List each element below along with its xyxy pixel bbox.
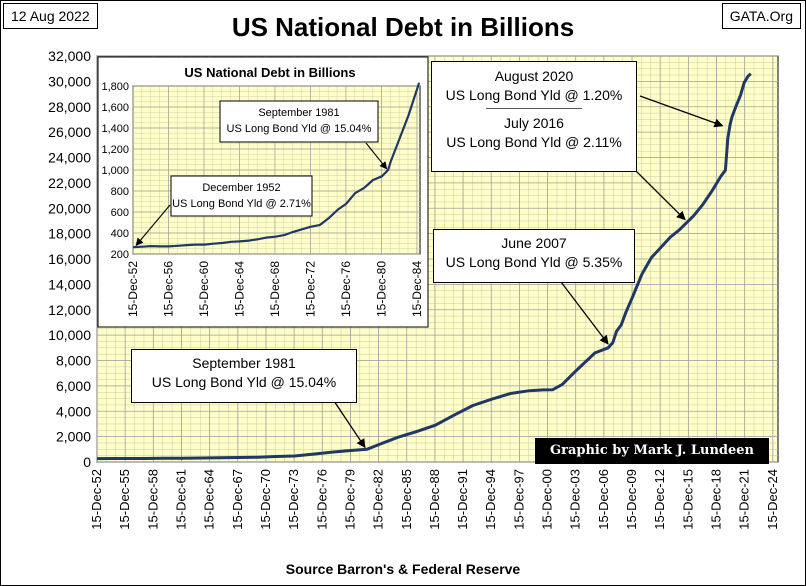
annotation-jun2007-line2: US Long Bond Yld @ 5.35% xyxy=(445,254,623,270)
main-x-tick-label: 15-Dec-52 xyxy=(89,469,104,530)
main-y-tick-label: 10,000 xyxy=(48,327,91,343)
arrow-aug2020 xyxy=(639,95,724,128)
inset-annotation-sep1981-line2: US Long Bond Yld @ 15.04% xyxy=(227,123,372,135)
annotation-jun2007-line1: June 2007 xyxy=(501,235,567,251)
annotation-divider xyxy=(486,108,582,109)
main-y-tick-label: 2,000 xyxy=(56,429,91,445)
inset-x-tick-label: 15-Dec-60 xyxy=(197,261,211,317)
inset-annotation-dec1952-box xyxy=(170,175,313,217)
main-y-tick-label: 16,000 xyxy=(48,251,91,267)
annotation-jul2016-line2: US Long Bond Yld @ 2.11% xyxy=(446,134,622,150)
main-y-tick-label: 30,000 xyxy=(48,73,91,89)
inset-x-tick-label: 15-Dec-72 xyxy=(303,261,317,317)
annotation-sep1981-line2: US Long Bond Yld @ 15.04% xyxy=(151,374,337,390)
arrow-sep1981 xyxy=(331,397,366,449)
inset-title: US National Debt in Billions xyxy=(184,65,355,80)
inset-x-tick-label: 15-Dec-80 xyxy=(374,261,388,317)
source-site-label: GATA.Org xyxy=(721,3,801,29)
main-x-tick-label: 15-Dec-15 xyxy=(680,469,695,530)
inset-y-tick-label: 200 xyxy=(111,249,129,261)
inset-y-tick-label: 1,800 xyxy=(101,81,129,93)
main-x-tick-label: 15-Dec-12 xyxy=(652,469,667,530)
main-y-tick-label: 6,000 xyxy=(56,378,91,394)
inset-annotation-dec1952-line1: December 1952 xyxy=(202,182,280,194)
x-axis-label: Source Barron's & Federal Reserve xyxy=(285,561,521,577)
main-x-tick-label: 15-Dec-55 xyxy=(117,469,132,530)
inset-y-tick-label: 1,000 xyxy=(101,165,129,177)
main-x-tick-label: 15-Dec-03 xyxy=(568,469,583,530)
main-x-tick-label: 15-Dec-18 xyxy=(709,469,724,530)
annotation-sep1981: September 1981 US Long Bond Yld @ 15.04% xyxy=(131,349,357,403)
main-y-tick-label: 32,000 xyxy=(48,48,91,64)
main-y-tick-label: 8,000 xyxy=(56,353,91,369)
inset-y-tick-label: 1,400 xyxy=(101,123,129,135)
inset-x-tick-label: 15-Dec-52 xyxy=(126,261,140,317)
arrow-jul2016 xyxy=(635,170,686,221)
inset-y-tick-label: 400 xyxy=(111,228,129,240)
inset-debt-series-line xyxy=(132,82,421,249)
annotation-aug2020-jul2016: August 2020 US Long Bond Yld @ 1.20% Jul… xyxy=(431,61,637,172)
inset-x-tick-label: 15-Dec-68 xyxy=(268,261,282,317)
main-y-tick-label: 28,000 xyxy=(48,99,91,115)
inset-arrow-dec1952 xyxy=(135,204,171,246)
main-x-tick-label: 15-Dec-06 xyxy=(596,469,611,530)
inset-x-tick-label: 15-Dec-76 xyxy=(339,261,353,317)
main-y-tick-label: 20,000 xyxy=(48,200,91,216)
date-label: 12 Aug 2022 xyxy=(3,3,98,29)
main-x-tick-label: 15-Dec-21 xyxy=(737,469,752,530)
inset-y-tick-label: 600 xyxy=(111,207,129,219)
main-x-tick-label: 15-Dec-09 xyxy=(624,469,639,530)
annotation-jun2007: June 2007 US Long Bond Yld @ 5.35% xyxy=(433,229,635,283)
main-x-tick-label: 15-Dec-70 xyxy=(258,469,273,530)
inset-annotation-sep1981-box xyxy=(219,100,379,143)
main-x-tick-label: 15-Dec-94 xyxy=(483,469,498,530)
inset-x-tick-label: 15-Dec-84 xyxy=(410,261,424,317)
main-x-tick-label: 15-Dec-76 xyxy=(314,469,329,530)
main-y-tick-label: 0 xyxy=(83,454,91,470)
main-x-tick-label: 15-Dec-00 xyxy=(540,469,555,530)
main-y-tick-label: 22,000 xyxy=(48,175,91,191)
credit-label: Graphic by Mark J. Lundeen xyxy=(535,438,769,464)
inset-y-tick-label: 1,200 xyxy=(101,144,129,156)
main-x-tick-label: 15-Dec-61 xyxy=(173,469,188,530)
main-x-tick-label: 15-Dec-85 xyxy=(399,469,414,530)
annotation-aug2020-line2: US Long Bond Yld @ 1.20% xyxy=(445,87,623,103)
inset-x-tick-label: 15-Dec-56 xyxy=(161,261,175,317)
inset-annotation-dec1952-line2: US Long Bond Yld @ 2.71% xyxy=(172,198,311,210)
annotation-jul2016-line1: July 2016 xyxy=(504,115,564,131)
annotation-sep1981-line1: September 1981 xyxy=(192,355,296,371)
main-x-tick-label: 15-Dec-67 xyxy=(230,469,245,530)
chart-title: US National Debt in Billions xyxy=(231,12,575,42)
main-y-tick-label: 26,000 xyxy=(48,124,91,140)
main-y-tick-label: 24,000 xyxy=(48,150,91,166)
main-x-tick-label: 15-Dec-88 xyxy=(427,469,442,530)
inset-y-tick-label: 800 xyxy=(111,186,129,198)
main-y-tick-label: 18,000 xyxy=(48,226,91,242)
inset-x-tick-label: 15-Dec-64 xyxy=(232,261,246,317)
arrow-jun2007 xyxy=(557,277,609,345)
main-debt-series-line xyxy=(96,72,752,461)
main-x-tick-label: 15-Dec-91 xyxy=(455,469,470,530)
main-x-tick-label: 15-Dec-73 xyxy=(286,469,301,530)
main-y-tick-label: 14,000 xyxy=(48,276,91,292)
main-x-tick-label: 15-Dec-64 xyxy=(202,469,217,530)
annotation-aug2020-line1: August 2020 xyxy=(494,68,574,84)
main-y-tick-label: 12,000 xyxy=(48,302,91,318)
main-y-tick-label: 4,000 xyxy=(56,403,91,419)
main-x-tick-label: 15-Dec-24 xyxy=(765,469,780,530)
main-x-tick-label: 15-Dec-58 xyxy=(145,469,160,530)
main-x-tick-label: 15-Dec-97 xyxy=(511,469,526,530)
main-x-tick-label: 15-Dec-79 xyxy=(342,469,357,530)
inset-arrow-sep1981 xyxy=(365,142,388,170)
inset-annotation-sep1981-line1: September 1981 xyxy=(258,107,339,119)
main-x-tick-label: 15-Dec-82 xyxy=(371,469,386,530)
inset-y-tick-label: 1,600 xyxy=(101,102,129,114)
